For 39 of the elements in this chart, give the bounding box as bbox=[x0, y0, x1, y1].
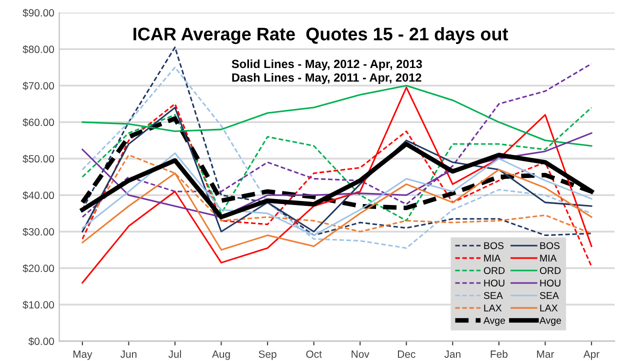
x-tick-label: Jan bbox=[444, 350, 460, 358]
y-tick-label: $10.00 bbox=[22, 300, 54, 310]
x-tick-label: Mar bbox=[537, 350, 554, 358]
x-tick-label: Feb bbox=[490, 350, 508, 358]
y-tick-label: $30.00 bbox=[22, 228, 54, 236]
legend-label: MIA bbox=[484, 254, 501, 262]
text: Solid Lines - May, 2012 - Apr, 2013 Dash Lines - May, 2011 - Apr, 2012 bbox=[232, 59, 422, 84]
legend-label: LAX bbox=[540, 304, 558, 312]
y-tick-label: $20.00 bbox=[22, 264, 54, 273]
text: ICAR Average Rate Quotes 15 - 21 days out bbox=[134, 27, 508, 44]
y-tick-label: $70.00 bbox=[22, 82, 54, 90]
y-tick-label: $90.00 bbox=[22, 8, 54, 18]
legend-label: ORD bbox=[540, 267, 561, 274]
legend-label: HOU bbox=[484, 280, 504, 287]
legend-label: BOS bbox=[540, 242, 560, 250]
y-tick-label: $80.00 bbox=[22, 45, 54, 54]
legend-label: Avge bbox=[483, 317, 506, 326]
legend-label: MIA bbox=[540, 254, 557, 262]
x-tick-label: Aug bbox=[212, 350, 230, 360]
y-tick-label: $0.00 bbox=[28, 337, 54, 346]
x-tick-label: Jul bbox=[168, 350, 181, 358]
x-tick-label: Oct bbox=[306, 350, 322, 358]
legend-label: SEA bbox=[484, 292, 503, 299]
legend-label: LAX bbox=[484, 304, 502, 312]
x-tick-label: Sep bbox=[258, 350, 276, 360]
legend-label: Avge bbox=[539, 317, 562, 326]
x-tick-label: Dec bbox=[398, 350, 416, 358]
legend-label: ORD bbox=[484, 267, 505, 274]
y-tick-label: $60.00 bbox=[22, 118, 54, 127]
y-tick-label: $40.00 bbox=[22, 191, 54, 200]
legend-label: SEA bbox=[540, 292, 559, 299]
y-tick-label: $50.00 bbox=[22, 154, 54, 164]
x-tick-label: Nov bbox=[352, 350, 370, 358]
x-tick-label: May bbox=[73, 350, 92, 360]
line-series bbox=[82, 46, 592, 236]
legend-label: BOS bbox=[484, 242, 504, 250]
legend-label: HOU bbox=[540, 280, 560, 287]
x-tick-label: Apr bbox=[583, 350, 600, 360]
x-tick-label: Jun bbox=[120, 350, 136, 358]
